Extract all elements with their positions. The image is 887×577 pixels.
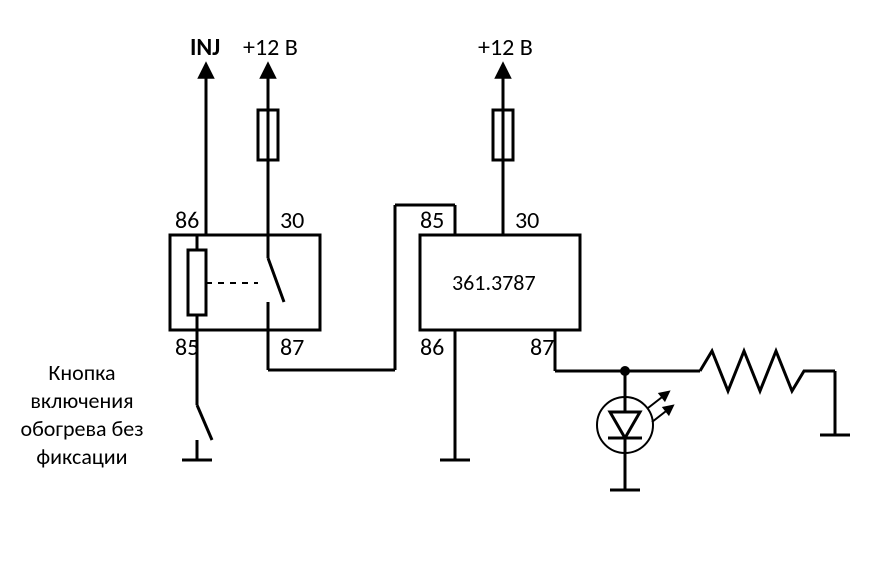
- relay1-pin-30: 30: [280, 206, 304, 235]
- button-caption-l4: фиксации: [36, 443, 127, 470]
- led-icon: [597, 394, 670, 455]
- relay2-pin-85: 85: [420, 206, 444, 235]
- relay2-pin-86: 86: [420, 333, 444, 362]
- relay1-pin-87: 87: [280, 333, 304, 362]
- fuse-left: [258, 102, 278, 168]
- label-12v-right: +12 В: [478, 33, 533, 62]
- relay2-pin-30: 30: [515, 206, 539, 235]
- resistor-icon: [700, 351, 815, 391]
- relay1-pin-86: 86: [175, 206, 199, 235]
- relay-1: [170, 235, 320, 330]
- label-inj: INJ: [190, 33, 220, 62]
- relay2-pin-87: 87: [530, 333, 554, 362]
- relay-coil-icon: [188, 250, 206, 315]
- label-12v-left: +12 В: [243, 33, 298, 62]
- fuse-right: [493, 102, 513, 168]
- relay-2: 361.3787: [420, 235, 580, 330]
- circuit-diagram: INJ +12 В +12 В 86 30 85 87 361.3787 85 …: [0, 0, 887, 577]
- button-caption-l1: Кнопка: [48, 359, 115, 386]
- relay2-part-label: 361.3787: [452, 269, 536, 296]
- button-caption-l3: обогрева без: [20, 415, 143, 442]
- button-caption-l2: включения: [30, 387, 133, 414]
- pushbutton-icon: [197, 405, 212, 440]
